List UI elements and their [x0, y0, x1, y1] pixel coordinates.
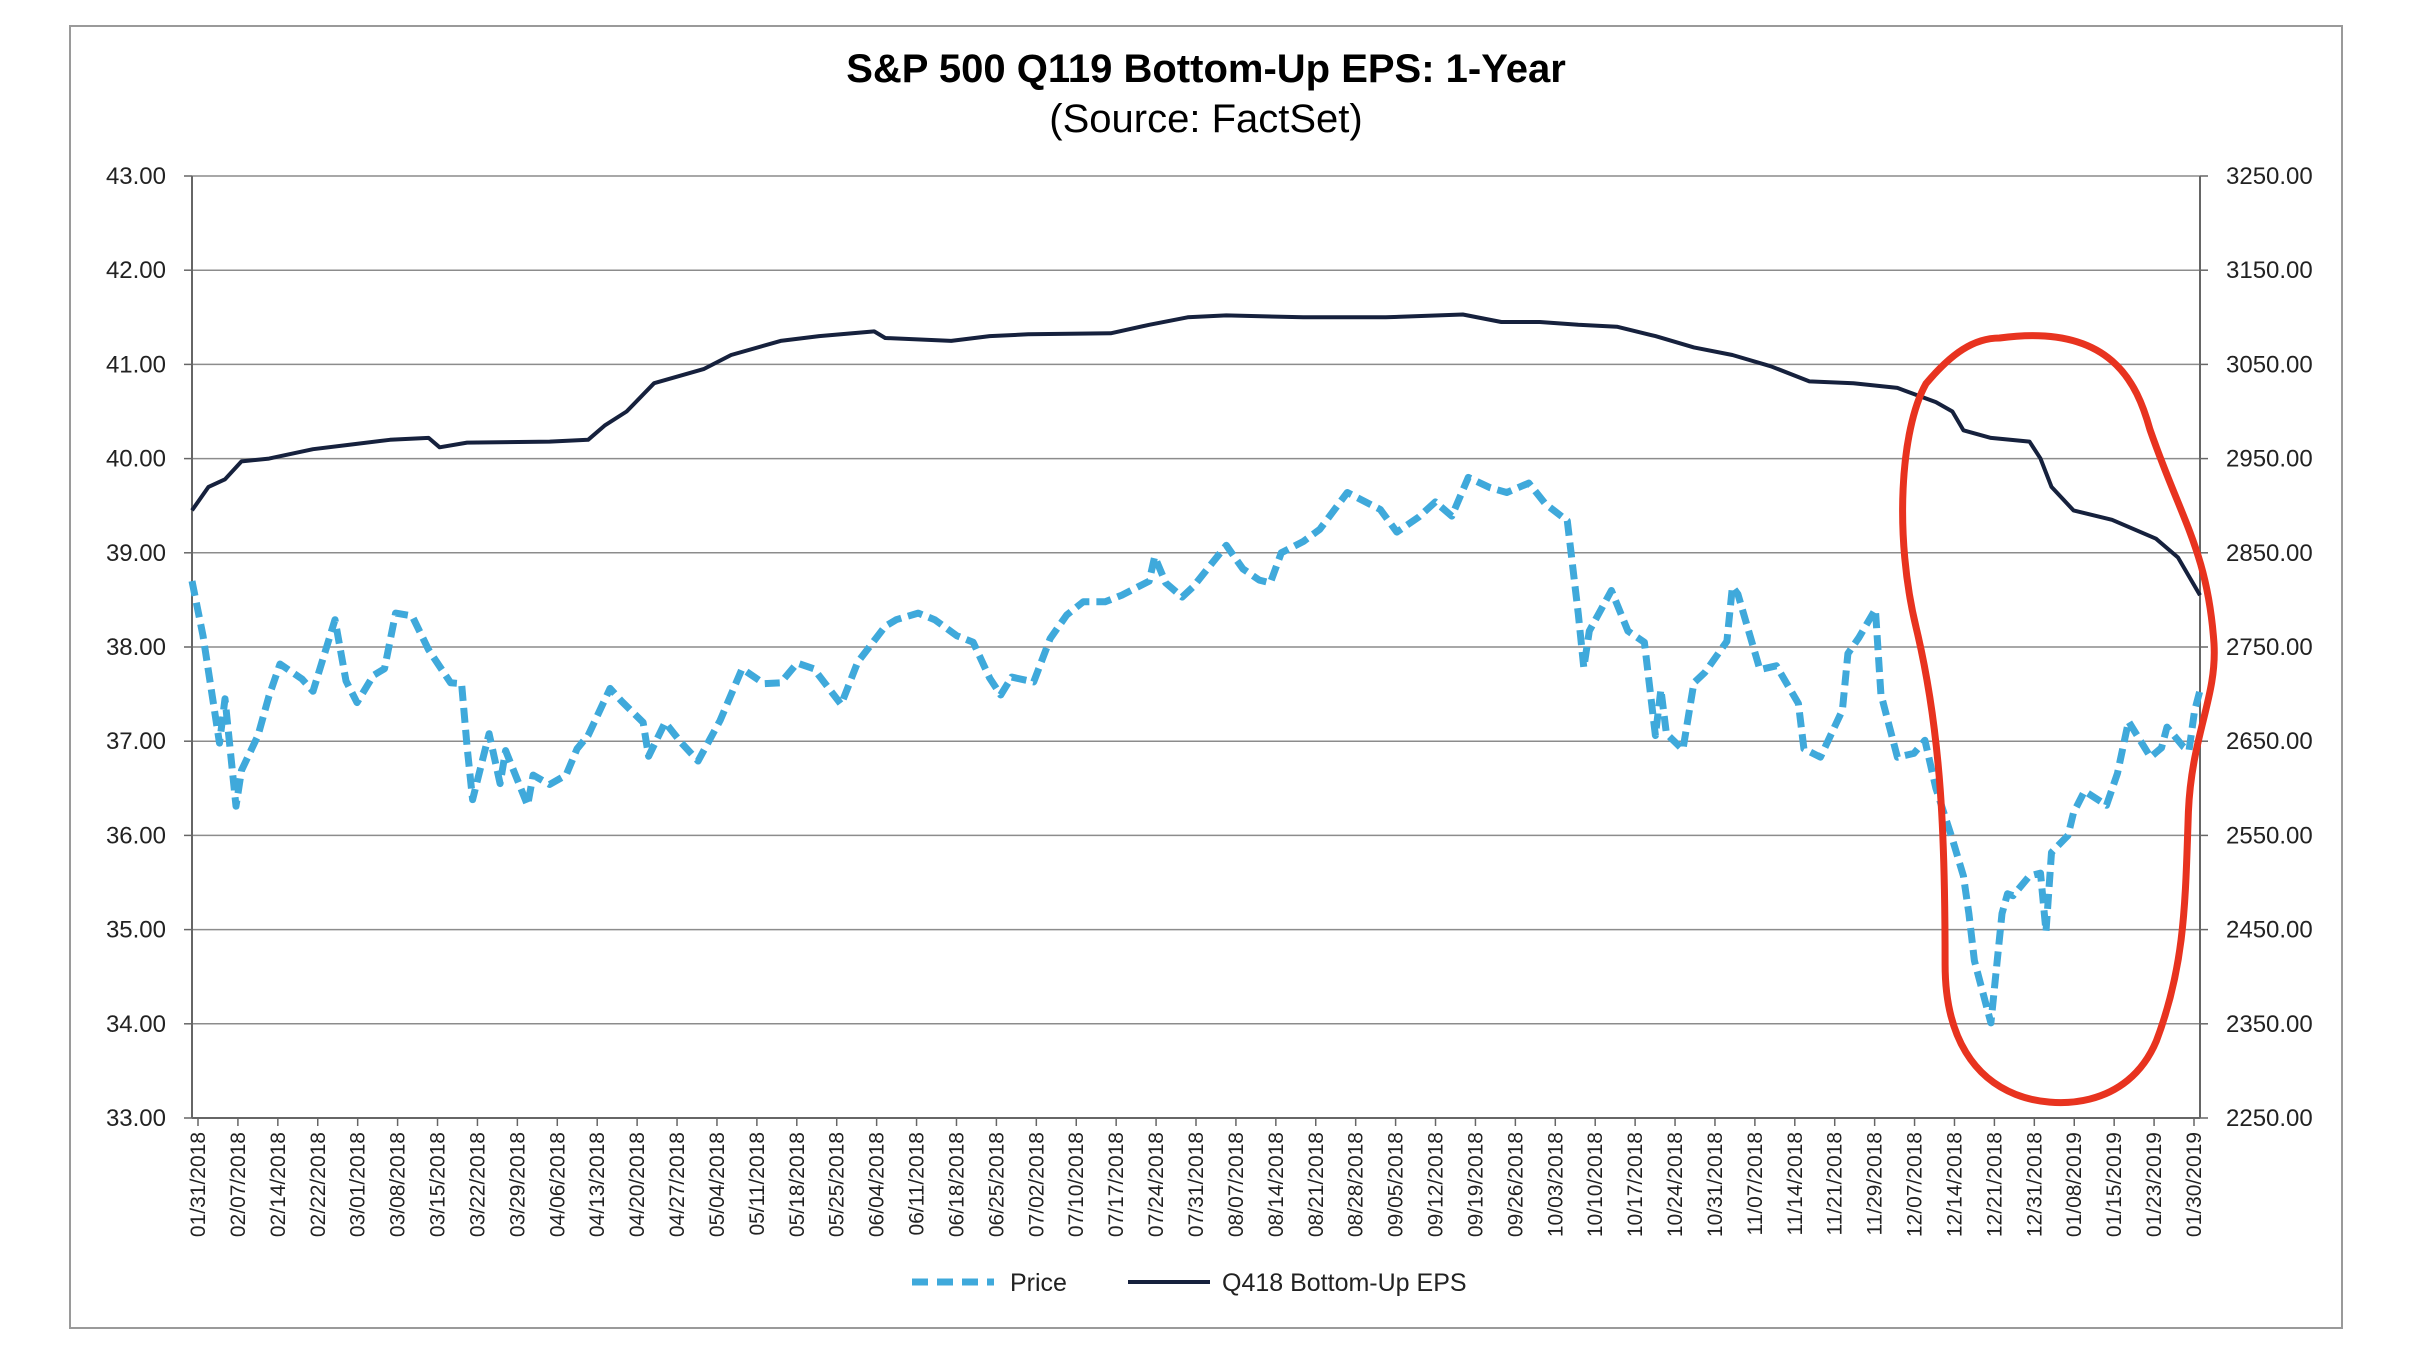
x-tick-label: 06/11/2018 [906, 1132, 929, 1236]
x-tick-label: 03/29/2018 [506, 1132, 529, 1237]
legend-label-eps: Q418 Bottom-Up EPS [1222, 1269, 1467, 1297]
left-tick-label: 37.00 [106, 728, 166, 755]
x-tick-label: 01/31/2018 [187, 1132, 210, 1237]
x-tick-label: 07/24/2018 [1145, 1132, 1168, 1237]
chart-subtitle: (Source: FactSet) [1049, 97, 1362, 141]
x-tick-label: 11/14/2018 [1784, 1132, 1807, 1236]
x-tick-label: 08/28/2018 [1345, 1132, 1368, 1237]
right-tick-label: 2450.00 [2226, 917, 2313, 944]
right-tick-label: 3150.00 [2226, 257, 2313, 284]
right-tick-label: 3250.00 [2226, 163, 2313, 190]
x-tick-label: 05/04/2018 [706, 1132, 729, 1237]
right-tick-label: 2250.00 [2226, 1105, 2313, 1132]
x-tick-label: 05/25/2018 [826, 1132, 849, 1237]
x-tick-label: 04/13/2018 [586, 1132, 609, 1237]
x-tick-label: 03/22/2018 [466, 1132, 489, 1237]
series [188, 312, 2204, 1027]
x-tick-label: 10/31/2018 [1704, 1132, 1727, 1237]
x-tick-label: 08/21/2018 [1305, 1132, 1328, 1237]
right-tick-label: 2750.00 [2226, 634, 2313, 661]
right-axis-ticks: 3250.00 3150.00 3050.00 2950.00 2850.00 2750.… [2200, 163, 2313, 1132]
x-tick-label: 01/08/2019 [2063, 1132, 2086, 1237]
x-tick-label: 09/12/2018 [1425, 1132, 1448, 1237]
x-tick-label: 02/22/2018 [307, 1132, 330, 1237]
left-tick-label: 39.00 [106, 540, 166, 567]
left-tick-label: 36.00 [106, 822, 166, 849]
x-tick-label: 07/31/2018 [1185, 1132, 1208, 1237]
x-tick-label: 10/03/2018 [1544, 1132, 1567, 1237]
left-tick-label: 33.00 [106, 1105, 166, 1132]
x-tick-label: 05/18/2018 [786, 1132, 809, 1237]
left-tick-label: 35.00 [106, 917, 166, 944]
x-tick-label: 07/02/2018 [1025, 1132, 1048, 1237]
x-tick-label: 06/18/2018 [945, 1132, 968, 1237]
x-tick-label: 07/10/2018 [1065, 1132, 1088, 1237]
x-tick-label: 02/14/2018 [267, 1132, 290, 1237]
chart-title: S&P 500 Q119 Bottom-Up EPS: 1-Year [846, 47, 1566, 91]
x-tick-label: 04/20/2018 [626, 1132, 649, 1237]
left-tick-label: 38.00 [106, 634, 166, 661]
x-tick-label: 09/05/2018 [1385, 1132, 1408, 1237]
x-tick-label: 02/07/2018 [227, 1132, 250, 1237]
left-tick-label: 42.00 [106, 257, 166, 284]
left-tick-label: 34.00 [106, 1011, 166, 1038]
x-tick-label: 11/07/2018 [1744, 1132, 1767, 1236]
x-tick-label: 04/06/2018 [546, 1132, 569, 1237]
x-tick-label: 08/14/2018 [1265, 1132, 1288, 1237]
x-tick-label: 12/14/2018 [1943, 1132, 1966, 1237]
x-tick-label: 01/23/2019 [2143, 1132, 2166, 1237]
x-tick-label: 06/25/2018 [985, 1132, 1008, 1237]
right-tick-label: 3050.00 [2226, 351, 2313, 378]
annotation [1899, 332, 2218, 1106]
x-tick-label: 12/31/2018 [2023, 1132, 2046, 1237]
right-tick-label: 2350.00 [2226, 1011, 2313, 1038]
right-tick-label: 2950.00 [2226, 446, 2313, 473]
x-tick-label: 03/15/2018 [427, 1132, 450, 1237]
right-tick-label: 2850.00 [2226, 540, 2313, 567]
left-tick-label: 40.00 [106, 446, 166, 473]
x-tick-label: 08/07/2018 [1225, 1132, 1248, 1237]
x-tick-label: 12/21/2018 [1983, 1132, 2006, 1237]
x-tick-label: 05/11/2018 [746, 1132, 769, 1236]
left-tick-label: 43.00 [106, 163, 166, 190]
x-tick-label: 09/19/2018 [1464, 1132, 1487, 1237]
series-line-price [188, 473, 2204, 1027]
x-tick-label: 01/30/2019 [2183, 1132, 2206, 1237]
x-tick-label: 06/04/2018 [866, 1132, 889, 1237]
x-tick-label: 09/26/2018 [1504, 1132, 1527, 1237]
x-tick-label: 10/24/2018 [1664, 1132, 1687, 1237]
gridlines [192, 175, 2200, 1119]
legend: Price Q418 Bottom-Up EPS [912, 1269, 1467, 1297]
x-tick-label: 11/21/2018 [1824, 1132, 1847, 1236]
left-axis-ticks: 43.00 42.00 41.00 40.00 39.00 38.00 37.00 36.00… [106, 163, 192, 1132]
right-tick-label: 2650.00 [2226, 728, 2313, 755]
x-tick-label: 03/08/2018 [387, 1132, 410, 1237]
x-tick-label: 04/27/2018 [666, 1132, 689, 1237]
x-tick-label: 01/15/2019 [2103, 1132, 2126, 1237]
legend-label-price: Price [1010, 1269, 1067, 1297]
x-tick-label: 07/17/2018 [1105, 1132, 1128, 1237]
series-line-eps [190, 312, 2202, 597]
x-tick-label: 12/07/2018 [1904, 1132, 1927, 1237]
x-tick-label: 10/17/2018 [1624, 1132, 1647, 1237]
right-tick-label: 2550.00 [2226, 822, 2313, 849]
annotation-circle [1899, 332, 2218, 1106]
left-tick-label: 41.00 [106, 351, 166, 378]
x-tick-label: 10/10/2018 [1584, 1132, 1607, 1237]
x-axis-ticks: 01/31/2018 02/07/2018 02/14/2018 02/22/2018… [187, 1118, 2206, 1237]
x-tick-label: 11/29/2018 [1864, 1132, 1887, 1236]
x-tick-label: 03/01/2018 [347, 1132, 370, 1237]
